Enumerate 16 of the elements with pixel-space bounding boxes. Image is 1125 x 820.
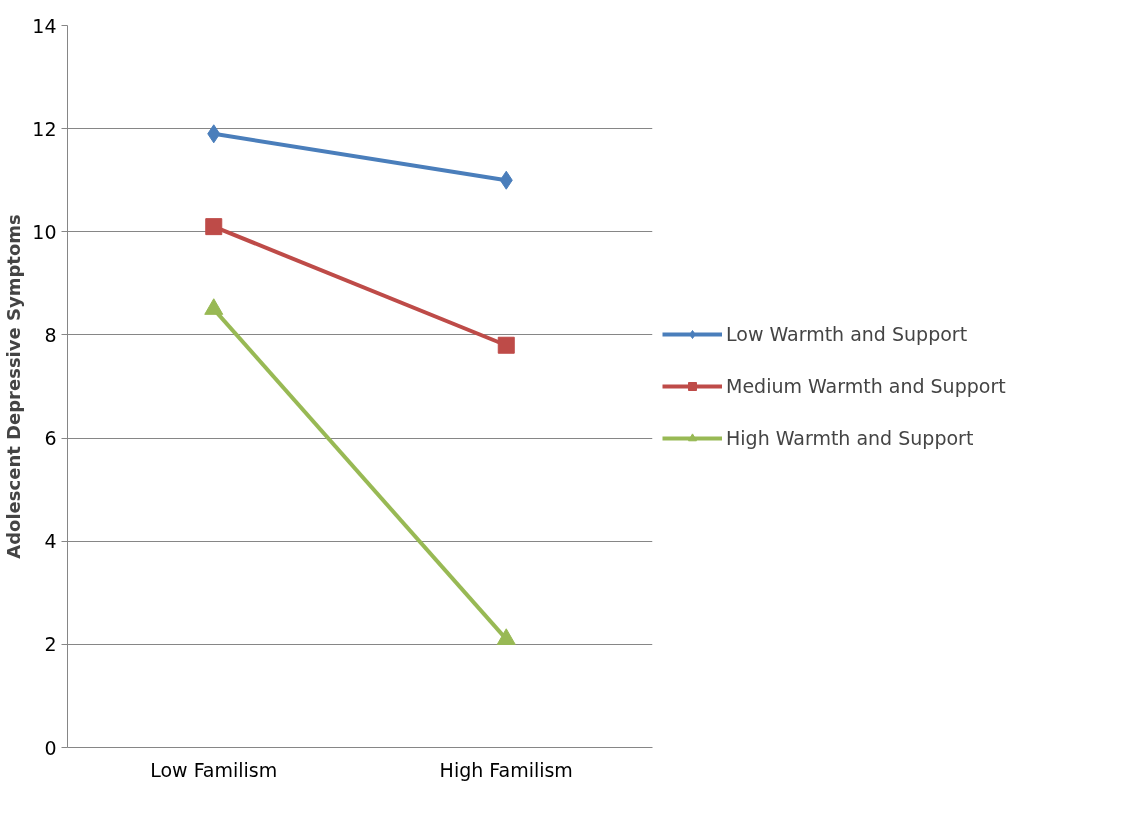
y-tick-label: 12 <box>32 117 57 140</box>
legend-label: High Warmth and Support <box>726 427 974 449</box>
y-tick-label: 14 <box>32 14 57 37</box>
x-tick-label: Low Familism <box>150 758 278 781</box>
y-axis-title: Adolescent Depressive Symptoms <box>3 214 25 559</box>
legend-label: Medium Warmth and Support <box>726 375 1006 397</box>
point <box>497 336 515 354</box>
legend-label: Low Warmth and Support <box>726 323 968 345</box>
x-tick-label: High Familism <box>439 758 573 781</box>
y-tick-label: 0 <box>44 736 57 759</box>
y-tick-label: 4 <box>44 530 57 553</box>
y-tick-label: 6 <box>44 427 57 450</box>
point <box>205 218 223 236</box>
y-tick-label: 2 <box>44 633 57 656</box>
y-tick-label: 10 <box>32 220 57 243</box>
y-tick-label: 8 <box>44 323 57 346</box>
